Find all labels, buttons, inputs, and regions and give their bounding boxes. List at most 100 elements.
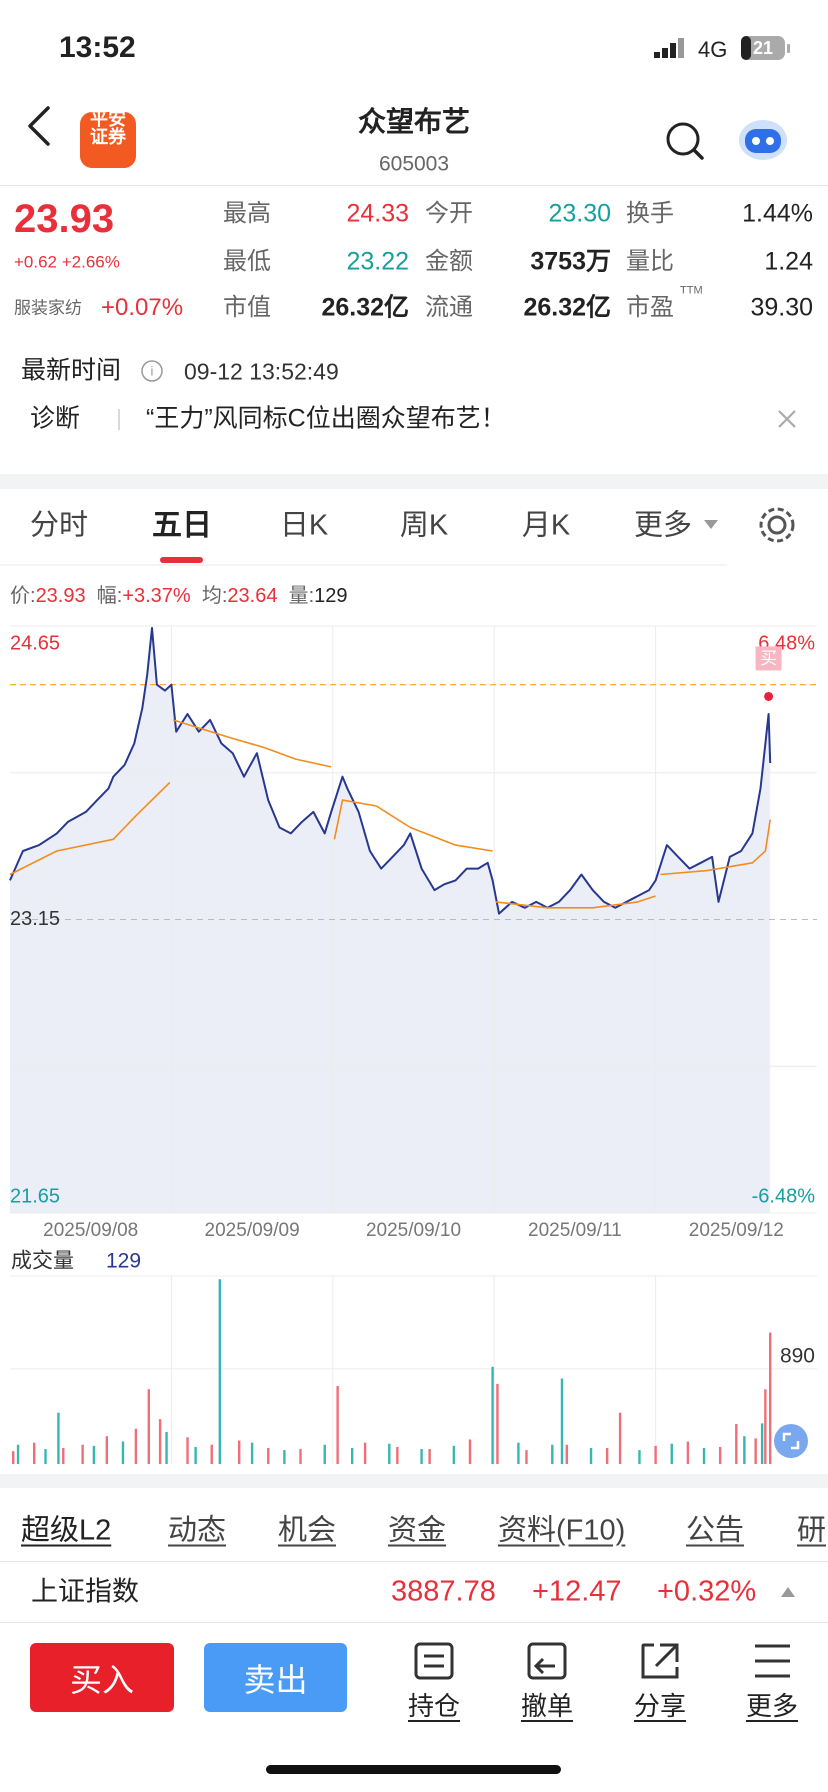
subtab[interactable]: 公告 xyxy=(686,1514,745,1547)
price: 23.93 xyxy=(14,197,115,241)
volume-bar xyxy=(735,1423,738,1464)
action-item[interactable]: 撤单 xyxy=(520,1691,574,1721)
home-indicator xyxy=(266,1765,561,1774)
price-area xyxy=(10,628,771,1213)
sector: 服装家纺 xyxy=(14,298,82,318)
signal-dot xyxy=(764,691,774,701)
status-battery: 21 xyxy=(753,38,774,58)
sector-pct: +0.07% xyxy=(101,294,184,321)
tab[interactable]: 月K xyxy=(521,509,571,542)
volume-bar xyxy=(468,1439,472,1464)
field-label: 最高 xyxy=(223,200,271,227)
info-icon[interactable] xyxy=(141,360,163,382)
sell-button[interactable]: 卖出 xyxy=(204,1643,347,1712)
index-name[interactable]: 上证指数 xyxy=(31,1576,139,1607)
subtab[interactable]: 研 xyxy=(797,1514,827,1547)
volume-bar xyxy=(250,1442,254,1464)
signal-box xyxy=(755,646,782,671)
average-line xyxy=(9,719,771,909)
info-label: 均: xyxy=(201,585,228,607)
volume-bar xyxy=(428,1449,431,1464)
more-arrow xyxy=(704,520,718,529)
action-item[interactable]: 分享 xyxy=(633,1691,687,1721)
back-button[interactable] xyxy=(28,106,50,146)
volume-bar xyxy=(764,1389,767,1464)
field-label: 市值 xyxy=(223,294,271,321)
assistant-button[interactable] xyxy=(739,120,787,160)
x-tick-label: 2025/09/08 xyxy=(43,1220,138,1241)
volume-bar xyxy=(670,1443,673,1464)
volume-bar xyxy=(560,1378,564,1464)
info-label: 价: xyxy=(10,585,36,607)
price-line xyxy=(9,627,772,915)
field-label: 最低 xyxy=(223,248,271,275)
volume-bar xyxy=(283,1450,286,1464)
diagnosis-tag: 诊断 xyxy=(30,404,81,433)
logo-line: 证券 xyxy=(90,127,126,147)
volume-bar xyxy=(452,1445,456,1464)
change-pct: +2.66% xyxy=(61,252,120,272)
info-line: 价:23.93 幅:+3.37% 均:23.64 量:129 xyxy=(10,586,348,606)
field-label: 流通 xyxy=(425,294,473,321)
action-item[interactable]: 持仓 xyxy=(407,1691,461,1721)
volume-bar xyxy=(638,1450,641,1464)
field-label: 今开 xyxy=(425,200,473,227)
tab[interactable]: 更多 xyxy=(634,509,693,542)
update-time: 09-12 13:52:49 xyxy=(184,358,339,385)
subtab-active[interactable]: 超级L2 xyxy=(21,1514,112,1547)
action-item[interactable]: 更多 xyxy=(745,1691,799,1721)
settings-button[interactable] xyxy=(759,507,795,543)
search-button[interactable] xyxy=(666,122,700,156)
header-divider xyxy=(0,185,828,186)
volume-bar xyxy=(517,1442,520,1464)
change-value: +0.62 xyxy=(14,252,58,272)
battery xyxy=(741,36,785,60)
subtab[interactable]: 动态 xyxy=(168,1514,227,1547)
x-tick-label: 2025/09/10 xyxy=(366,1220,461,1241)
tab[interactable]: 日K xyxy=(279,509,329,542)
close-button[interactable] xyxy=(778,410,796,428)
volume-title: 成交量 xyxy=(11,1249,74,1273)
volume-bar xyxy=(496,1383,499,1464)
change: +0.62 +2.66% xyxy=(14,254,120,271)
field-value: 23.22 xyxy=(346,247,409,276)
ttm-tag: TTM xyxy=(680,284,703,297)
volume-bar xyxy=(134,1428,138,1464)
volume-bar xyxy=(420,1449,423,1464)
action-divider xyxy=(0,1622,828,1623)
volume-bar xyxy=(194,1446,197,1464)
index-change: +12.47 xyxy=(532,1575,622,1608)
signal-icon xyxy=(654,38,684,58)
diagnosis-text[interactable]: “王力”风同标C位出圈众望布艺！ xyxy=(146,404,506,433)
info-value: 129 xyxy=(314,585,348,607)
expand-button[interactable] xyxy=(774,1424,808,1458)
buy-button[interactable]: 买入 xyxy=(30,1643,174,1712)
volume-bar xyxy=(92,1445,96,1464)
stock-code: 605003 xyxy=(378,152,450,176)
y-tick-label: 21.65 xyxy=(10,1185,60,1207)
volume-bar xyxy=(323,1444,326,1464)
subtab[interactable]: 资金 xyxy=(388,1514,447,1547)
info-value: 23.93 xyxy=(35,585,86,607)
volume-bar xyxy=(491,1366,494,1464)
y2-tick-label: -6.48% xyxy=(752,1185,816,1207)
volume-bar xyxy=(760,1423,764,1464)
tab[interactable]: 分时 xyxy=(29,509,89,542)
tab-active[interactable]: 五日 xyxy=(152,509,212,542)
subtab[interactable]: 机会 xyxy=(278,1514,337,1547)
volume-bar xyxy=(267,1447,270,1464)
volume-bar xyxy=(158,1419,162,1464)
volume-bar xyxy=(718,1446,722,1464)
volume-bar xyxy=(363,1442,367,1464)
volume-bar xyxy=(743,1436,746,1464)
volume-bar xyxy=(565,1444,569,1464)
volume-bar xyxy=(754,1438,757,1464)
volume-bar xyxy=(44,1449,47,1464)
battery-tip xyxy=(787,44,790,53)
tab[interactable]: 周K xyxy=(399,509,449,542)
volume-bar xyxy=(81,1444,84,1464)
x-tick-label: 2025/09/11 xyxy=(528,1220,622,1241)
action-icons xyxy=(414,1642,790,1680)
subtab-divider xyxy=(0,1561,828,1562)
subtab[interactable]: 资料(F10) xyxy=(498,1514,626,1547)
